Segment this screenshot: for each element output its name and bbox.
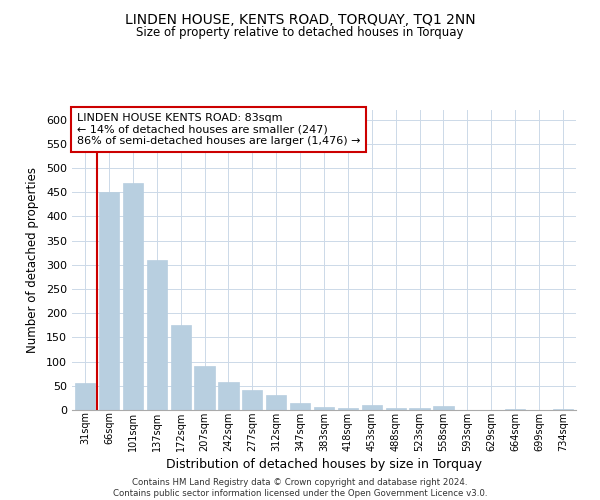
Bar [99,192,119,410]
Text: LINDEN HOUSE, KENTS ROAD, TORQUAY, TQ1 2NN: LINDEN HOUSE, KENTS ROAD, TORQUAY, TQ1 2… [125,12,475,26]
Text: LINDEN HOUSE KENTS ROAD: 83sqm
← 14% of detached houses are smaller (247)
86% of: LINDEN HOUSE KENTS ROAD: 83sqm ← 14% of … [77,113,361,146]
Bar [409,408,430,410]
Text: Size of property relative to detached houses in Torquay: Size of property relative to detached ho… [136,26,464,39]
Bar [194,366,215,410]
Bar [433,406,454,410]
Bar [314,406,334,410]
Bar [338,408,358,410]
X-axis label: Distribution of detached houses by size in Torquay: Distribution of detached houses by size … [166,458,482,471]
Bar [290,402,310,410]
Bar [266,394,286,410]
Bar [123,182,143,410]
Bar [170,326,191,410]
Text: Contains HM Land Registry data © Crown copyright and database right 2024.
Contai: Contains HM Land Registry data © Crown c… [113,478,487,498]
Bar [146,260,167,410]
Bar [553,409,573,410]
Y-axis label: Number of detached properties: Number of detached properties [26,167,39,353]
Bar [218,382,239,410]
Bar [386,408,406,410]
Bar [362,405,382,410]
Bar [242,390,262,410]
Bar [75,384,95,410]
Bar [505,408,525,410]
